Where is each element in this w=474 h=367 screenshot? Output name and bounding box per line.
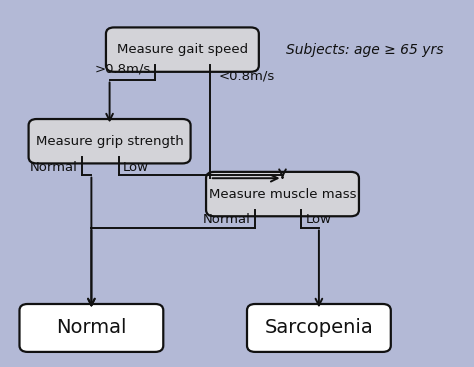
- Text: Measure gait speed: Measure gait speed: [117, 43, 248, 56]
- Text: Normal: Normal: [203, 214, 251, 226]
- Text: Measure grip strength: Measure grip strength: [36, 135, 183, 148]
- Text: <0.8m/s: <0.8m/s: [219, 69, 275, 83]
- Text: Normal: Normal: [30, 161, 78, 174]
- Text: >0.8m/s: >0.8m/s: [94, 62, 151, 76]
- FancyBboxPatch shape: [19, 304, 163, 352]
- Text: Subjects: age ≥ 65 yrs: Subjects: age ≥ 65 yrs: [286, 43, 443, 57]
- Text: Low: Low: [123, 161, 149, 174]
- FancyBboxPatch shape: [106, 28, 259, 72]
- FancyBboxPatch shape: [247, 304, 391, 352]
- Text: Normal: Normal: [56, 319, 127, 337]
- Text: Measure muscle mass: Measure muscle mass: [209, 188, 356, 201]
- FancyBboxPatch shape: [206, 172, 359, 216]
- Text: Sarcopenia: Sarcopenia: [264, 319, 374, 337]
- Text: Low: Low: [305, 214, 331, 226]
- FancyBboxPatch shape: [28, 119, 191, 163]
